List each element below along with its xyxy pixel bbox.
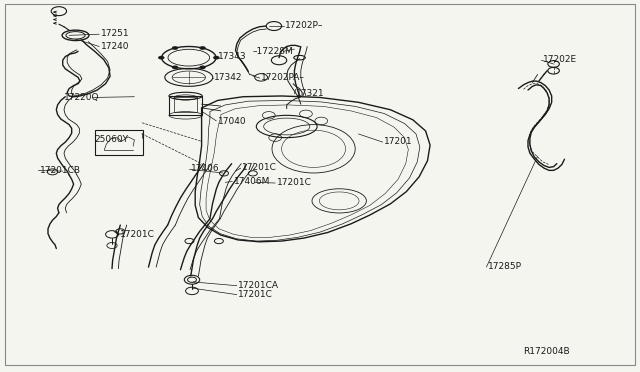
Circle shape bbox=[200, 46, 206, 50]
Text: 17201C: 17201C bbox=[276, 178, 311, 187]
Text: 17202E: 17202E bbox=[543, 55, 577, 64]
Circle shape bbox=[158, 56, 164, 60]
Text: 17406: 17406 bbox=[191, 164, 220, 173]
Text: 17251: 17251 bbox=[101, 29, 130, 38]
Text: 17201C: 17201C bbox=[120, 230, 155, 239]
Text: –17228M: –17228M bbox=[253, 47, 294, 56]
Text: 17202P–: 17202P– bbox=[285, 21, 323, 30]
Text: 17240: 17240 bbox=[101, 42, 130, 51]
Circle shape bbox=[172, 65, 178, 69]
Text: 17201C: 17201C bbox=[242, 163, 276, 172]
Text: 17040: 17040 bbox=[218, 117, 246, 126]
Circle shape bbox=[213, 56, 220, 60]
Circle shape bbox=[200, 65, 206, 69]
Text: 17201C: 17201C bbox=[238, 290, 273, 299]
Text: 17406M: 17406M bbox=[234, 177, 270, 186]
Text: 17201CA: 17201CA bbox=[238, 281, 279, 290]
Text: 25060Y: 25060Y bbox=[95, 135, 129, 144]
Circle shape bbox=[172, 46, 178, 50]
Text: 17201CB: 17201CB bbox=[40, 166, 81, 174]
Text: 17342: 17342 bbox=[214, 73, 243, 82]
Text: 17285P: 17285P bbox=[488, 262, 522, 271]
Bar bbox=[169, 96, 202, 115]
Text: 17321: 17321 bbox=[296, 89, 324, 98]
Bar bbox=[174, 97, 197, 112]
Text: 17201: 17201 bbox=[384, 137, 413, 146]
Text: 17220Q: 17220Q bbox=[64, 93, 99, 102]
Text: 17343: 17343 bbox=[218, 52, 246, 61]
Bar bbox=[95, 130, 143, 155]
Text: 17202PA–: 17202PA– bbox=[261, 73, 305, 82]
Text: R172004B: R172004B bbox=[524, 347, 570, 356]
